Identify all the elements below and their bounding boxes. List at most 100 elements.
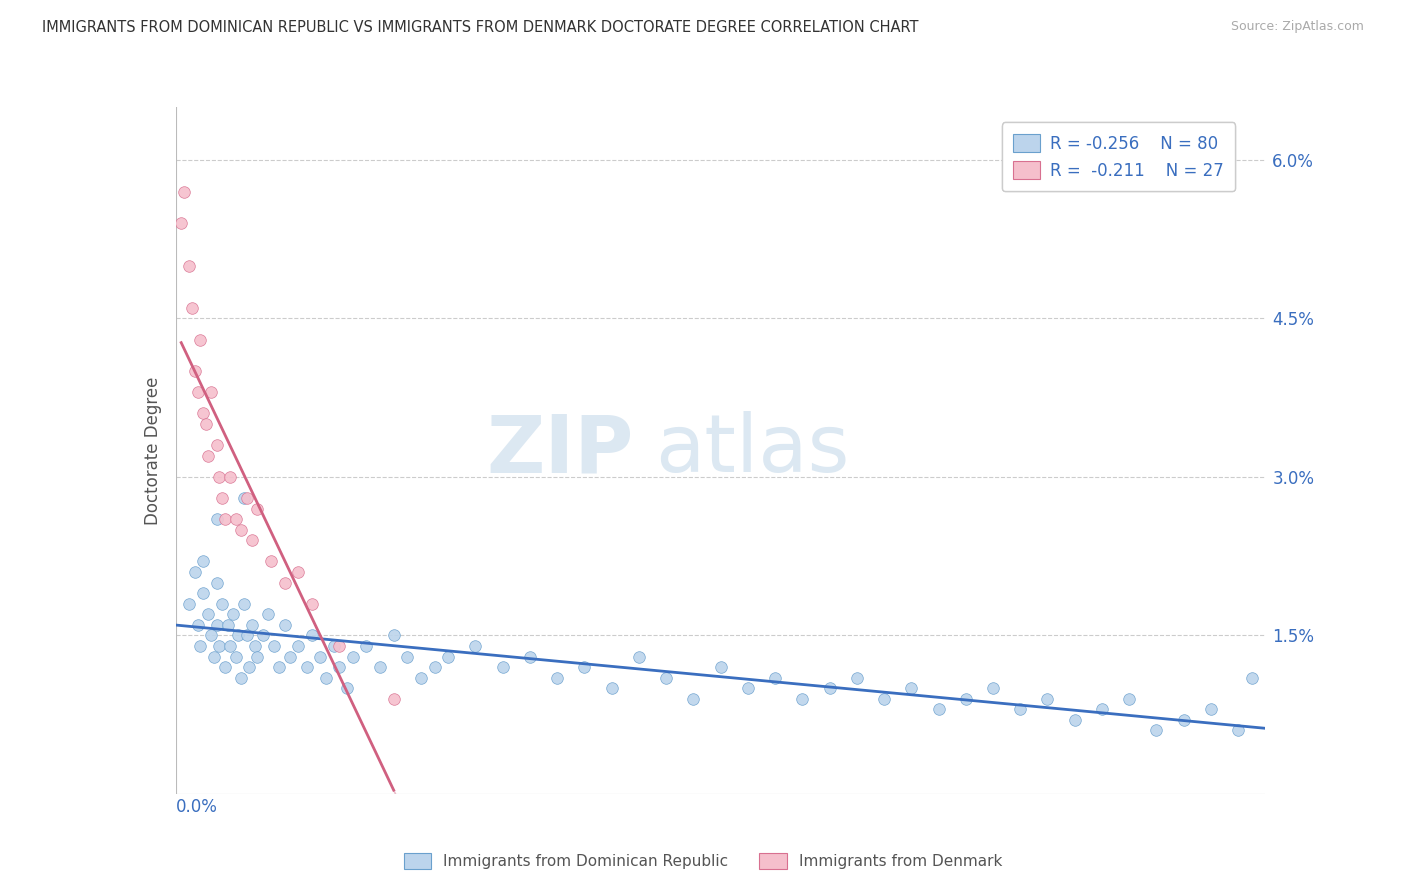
Point: [186, 385, 209, 400]
Point: [260, 554, 283, 568]
Point: [200, 628, 222, 642]
Point: [240, 617, 263, 632]
Point: [328, 639, 350, 653]
Point: [519, 649, 541, 664]
Point: [219, 470, 242, 484]
Point: [225, 512, 247, 526]
Point: [336, 681, 359, 696]
Point: [231, 671, 253, 685]
Text: ZIP: ZIP: [486, 411, 633, 490]
Point: [208, 639, 231, 653]
Point: [818, 681, 841, 696]
Y-axis label: Doctorate Degree: Doctorate Degree: [143, 376, 162, 524]
Point: [368, 660, 391, 674]
Point: [181, 301, 204, 315]
Point: [191, 554, 214, 568]
Point: [492, 660, 515, 674]
Point: [188, 639, 211, 653]
Point: [928, 702, 950, 716]
Point: [217, 617, 239, 632]
Point: [173, 185, 195, 199]
Point: [287, 565, 309, 579]
Point: [356, 639, 378, 653]
Point: [246, 501, 269, 516]
Point: [228, 628, 250, 642]
Point: [682, 691, 704, 706]
Point: [278, 649, 301, 664]
Point: [214, 512, 236, 526]
Point: [219, 639, 242, 653]
Point: [232, 597, 254, 611]
Point: [328, 660, 350, 674]
Point: [1118, 691, 1140, 706]
Point: [232, 491, 254, 505]
Point: [1227, 723, 1250, 738]
Point: [188, 333, 211, 347]
Point: [191, 407, 214, 421]
Point: [546, 671, 568, 685]
Point: [200, 385, 222, 400]
Point: [382, 628, 405, 642]
Point: [396, 649, 419, 664]
Point: [295, 660, 318, 674]
Point: [737, 681, 759, 696]
Point: [211, 597, 233, 611]
Point: [170, 216, 193, 230]
Text: Source: ZipAtlas.com: Source: ZipAtlas.com: [1230, 20, 1364, 33]
Point: [205, 575, 228, 590]
Point: [205, 617, 228, 632]
Point: [263, 639, 285, 653]
Point: [600, 681, 623, 696]
Point: [197, 449, 219, 463]
Point: [184, 364, 207, 378]
Point: [627, 649, 650, 664]
Point: [202, 649, 225, 664]
Point: [1091, 702, 1114, 716]
Point: [194, 417, 217, 431]
Point: [274, 617, 297, 632]
Legend: R = -0.256    N = 80, R =  -0.211    N = 27: R = -0.256 N = 80, R = -0.211 N = 27: [1001, 122, 1236, 191]
Point: [655, 671, 678, 685]
Point: [186, 617, 209, 632]
Point: [1199, 702, 1222, 716]
Point: [269, 660, 291, 674]
Point: [464, 639, 486, 653]
Point: [574, 660, 596, 674]
Point: [900, 681, 922, 696]
Point: [274, 575, 297, 590]
Point: [257, 607, 280, 622]
Point: [191, 586, 214, 600]
Point: [179, 259, 201, 273]
Point: [235, 628, 257, 642]
Point: [205, 438, 228, 452]
Point: [179, 597, 201, 611]
Point: [240, 533, 263, 548]
Point: [225, 649, 247, 664]
Text: atlas: atlas: [655, 411, 849, 490]
Point: [287, 639, 309, 653]
Point: [437, 649, 460, 664]
Point: [1036, 691, 1059, 706]
Point: [211, 491, 233, 505]
Point: [342, 649, 364, 664]
Point: [763, 671, 786, 685]
Point: [409, 671, 432, 685]
Point: [222, 607, 245, 622]
Legend: Immigrants from Dominican Republic, Immigrants from Denmark: Immigrants from Dominican Republic, Immi…: [398, 847, 1008, 875]
Text: 0.0%: 0.0%: [176, 798, 218, 816]
Point: [981, 681, 1004, 696]
Point: [231, 523, 253, 537]
Point: [252, 628, 274, 642]
Point: [322, 639, 344, 653]
Point: [208, 470, 231, 484]
Point: [243, 639, 266, 653]
Point: [184, 565, 207, 579]
Point: [1144, 723, 1167, 738]
Point: [235, 491, 257, 505]
Point: [301, 628, 323, 642]
Point: [197, 607, 219, 622]
Point: [955, 691, 977, 706]
Point: [845, 671, 868, 685]
Point: [792, 691, 814, 706]
Point: [1173, 713, 1195, 727]
